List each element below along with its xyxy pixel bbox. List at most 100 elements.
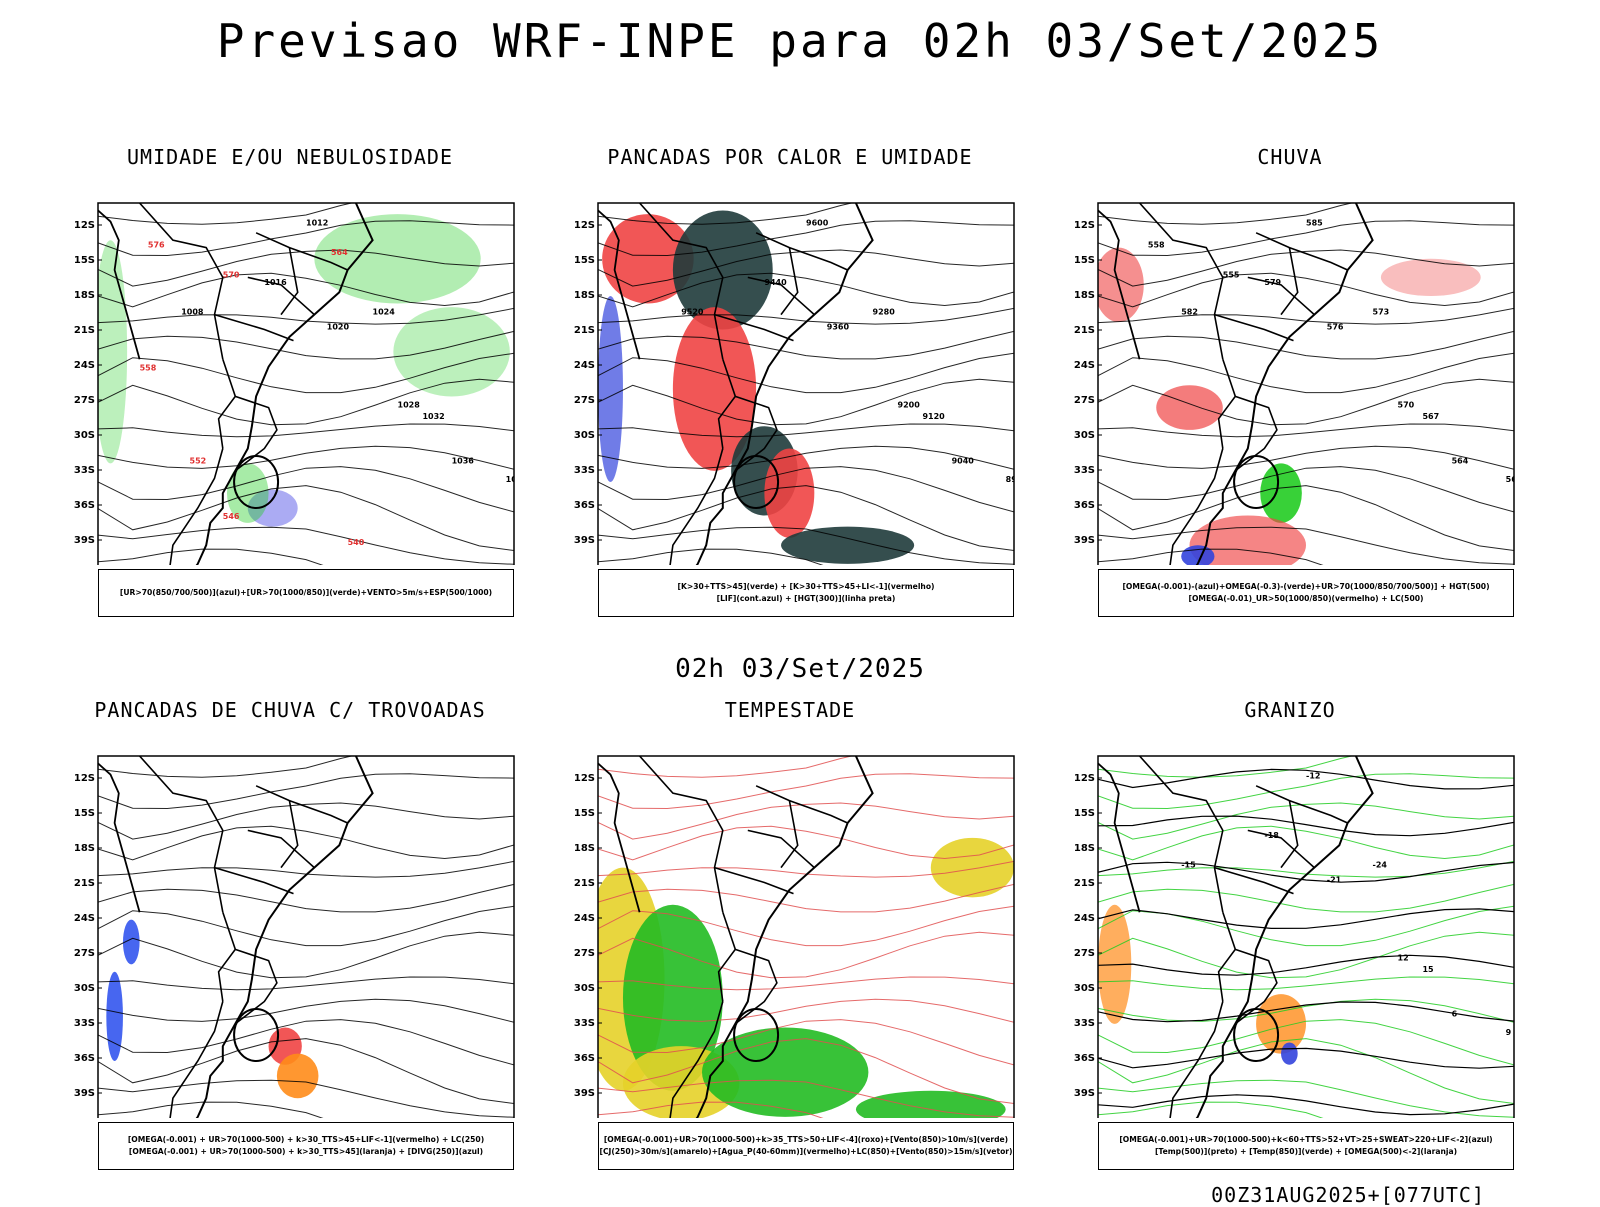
contour-line — [98, 1038, 514, 1104]
contour-line — [98, 548, 324, 565]
contour-label: 576 — [148, 241, 165, 250]
contour-line — [1098, 526, 1514, 565]
field-shading — [855, 1090, 1006, 1118]
panel-title: PANCADAS DE CHUVA C/ TROVOADAS — [94, 698, 486, 722]
contour-label: 1028 — [398, 401, 421, 410]
latitude-tick-label: 24S — [1074, 360, 1095, 371]
panel-tempestade: TEMPESTADE 12S 15S 18S 21S 24S 27S 30S 33S 36S 39S… — [555, 698, 1025, 1178]
country-border — [1169, 448, 1224, 565]
country-border — [717, 358, 737, 449]
contour-line — [1098, 998, 1514, 1023]
latitude-tick-label: 24S — [74, 360, 95, 371]
legend-line: [OMEGA(-0.001)+UR>70(1000-500)+k<60+TTS>… — [1119, 1135, 1493, 1144]
latitude-tick-label: 36S — [74, 500, 95, 511]
contour-label: 9600 — [806, 218, 829, 227]
contour-line — [1098, 1038, 1514, 1104]
contour-label: 552 — [190, 456, 207, 465]
contour-line — [98, 249, 514, 287]
latitude-tick-label: 21S — [74, 878, 95, 889]
contour-line — [98, 466, 514, 513]
map-frame — [597, 202, 1015, 565]
forecast-date-label: 02h 03/Set/2025 — [675, 654, 925, 684]
temp-500-contour — [1098, 815, 1514, 837]
latitude-tick-label: 33S — [74, 465, 95, 476]
map-frame — [97, 202, 515, 565]
country-border — [714, 313, 794, 342]
map-plot: -12 -15 -18 -21 -24 12 15 6 9 12S 15S 18S 21S 24S 27S 3… — [1074, 755, 1515, 1118]
latitude-tick-label: 21S — [1074, 325, 1095, 336]
contour-label: -12 — [1306, 771, 1320, 780]
country-border — [1247, 829, 1315, 869]
contour-line — [598, 548, 824, 565]
latitude-tick-label: 27S — [1074, 395, 1095, 406]
temp-500-contour — [1098, 1001, 1514, 1023]
region-outline — [233, 455, 280, 509]
contour-line — [1098, 466, 1514, 513]
legend-box: [OMEGA(-0.001) + UR>70(1000-500) + k>30_… — [98, 1122, 514, 1170]
contour-line — [598, 203, 854, 225]
panel-chuva: CHUVA 585 582 579 576 573 570 567 564 561 558 555 12… — [1055, 145, 1525, 625]
country-border — [1169, 1001, 1224, 1118]
legend-line: [OMEGA(-0.001)+UR>70(1000-500)+k>35_TTS>… — [603, 1135, 1009, 1144]
latitude-tick-label: 24S — [574, 913, 595, 924]
legend-line: [K>30+TTS>45](verde) + [K>30+TTS>45+LI<-… — [677, 582, 935, 591]
latitude-tick-label: 15S — [574, 255, 595, 266]
legend-line: [OMEGA(-0.001) + UR>70(1000-500) + k>30_… — [127, 1135, 485, 1144]
latitude-tick-label: 12S — [574, 220, 595, 231]
legend-box: [UR>70(850/700/500)](azul)+[UR>70(1000/8… — [98, 569, 514, 617]
temp-500-contour — [1098, 954, 1514, 976]
contour-line — [598, 1101, 824, 1118]
contour-line — [1098, 548, 1324, 565]
contour-line — [598, 466, 1014, 513]
contour-line — [98, 203, 354, 225]
field-shading — [764, 448, 815, 538]
contour-label: 555 — [1223, 270, 1240, 279]
latitude-tick-label: 27S — [574, 948, 595, 959]
contour-label: 570 — [1398, 401, 1415, 410]
contour-line — [98, 423, 514, 438]
contour-line — [598, 1019, 1014, 1066]
country-border — [1139, 756, 1224, 913]
contour-line — [598, 976, 1014, 991]
contour-line — [598, 445, 1014, 470]
map-frame — [1097, 202, 1515, 565]
contour-line — [98, 773, 514, 810]
contour-line — [98, 1101, 324, 1118]
latitude-tick-label: 27S — [1074, 948, 1095, 959]
contour-label: 9520 — [681, 308, 704, 317]
field-shading — [122, 919, 140, 965]
main-title: Previsao WRF-INPE para 02h 03/Set/2025 — [216, 14, 1384, 68]
latitude-tick-label: 15S — [1074, 808, 1095, 819]
contour-label: 558 — [1148, 241, 1165, 250]
contour-line — [598, 998, 1014, 1023]
map-plot: 12S15S18S21S24S27S30S33S36S39S42S70W65W6… — [574, 755, 1015, 1118]
contour-label: -15 — [1181, 861, 1196, 870]
latitude-tick-label: 36S — [574, 1053, 595, 1064]
contour-line — [598, 883, 1014, 913]
contour-line — [1098, 905, 1514, 947]
latitude-tick-label: 21S — [574, 878, 595, 889]
contour-line — [98, 272, 514, 308]
legend-box: [OMEGA(-0.001)+UR>70(1000-500)+k>35_TTS>… — [598, 1122, 1014, 1170]
field-shading — [314, 214, 481, 304]
contour-line — [598, 352, 1014, 394]
panel-pancadas-de-chuva-c-trovoadas: PANCADAS DE CHUVA C/ TROVOADAS 12S 15S 18S 2… — [55, 698, 525, 1178]
country-border — [1139, 203, 1224, 360]
panel-title: TEMPESTADE — [724, 698, 856, 722]
contour-label: 579 — [1264, 278, 1281, 287]
field-shading — [672, 307, 757, 471]
contour-label: 15 — [1422, 965, 1434, 974]
country-border — [1255, 785, 1348, 824]
latitude-tick-label: 21S — [1074, 878, 1095, 889]
country-border — [669, 1001, 724, 1118]
panel-title: CHUVA — [1257, 145, 1323, 169]
contour-label: 12 — [1398, 954, 1409, 963]
contour-line — [98, 445, 514, 470]
contour-line — [98, 756, 354, 778]
contour-line — [598, 756, 854, 778]
temp-500-contour — [1098, 861, 1514, 883]
latitude-tick-label: 15S — [1074, 255, 1095, 266]
contour-label: 573 — [1373, 308, 1390, 317]
field-shading — [672, 210, 773, 330]
contour-line — [1098, 249, 1514, 287]
